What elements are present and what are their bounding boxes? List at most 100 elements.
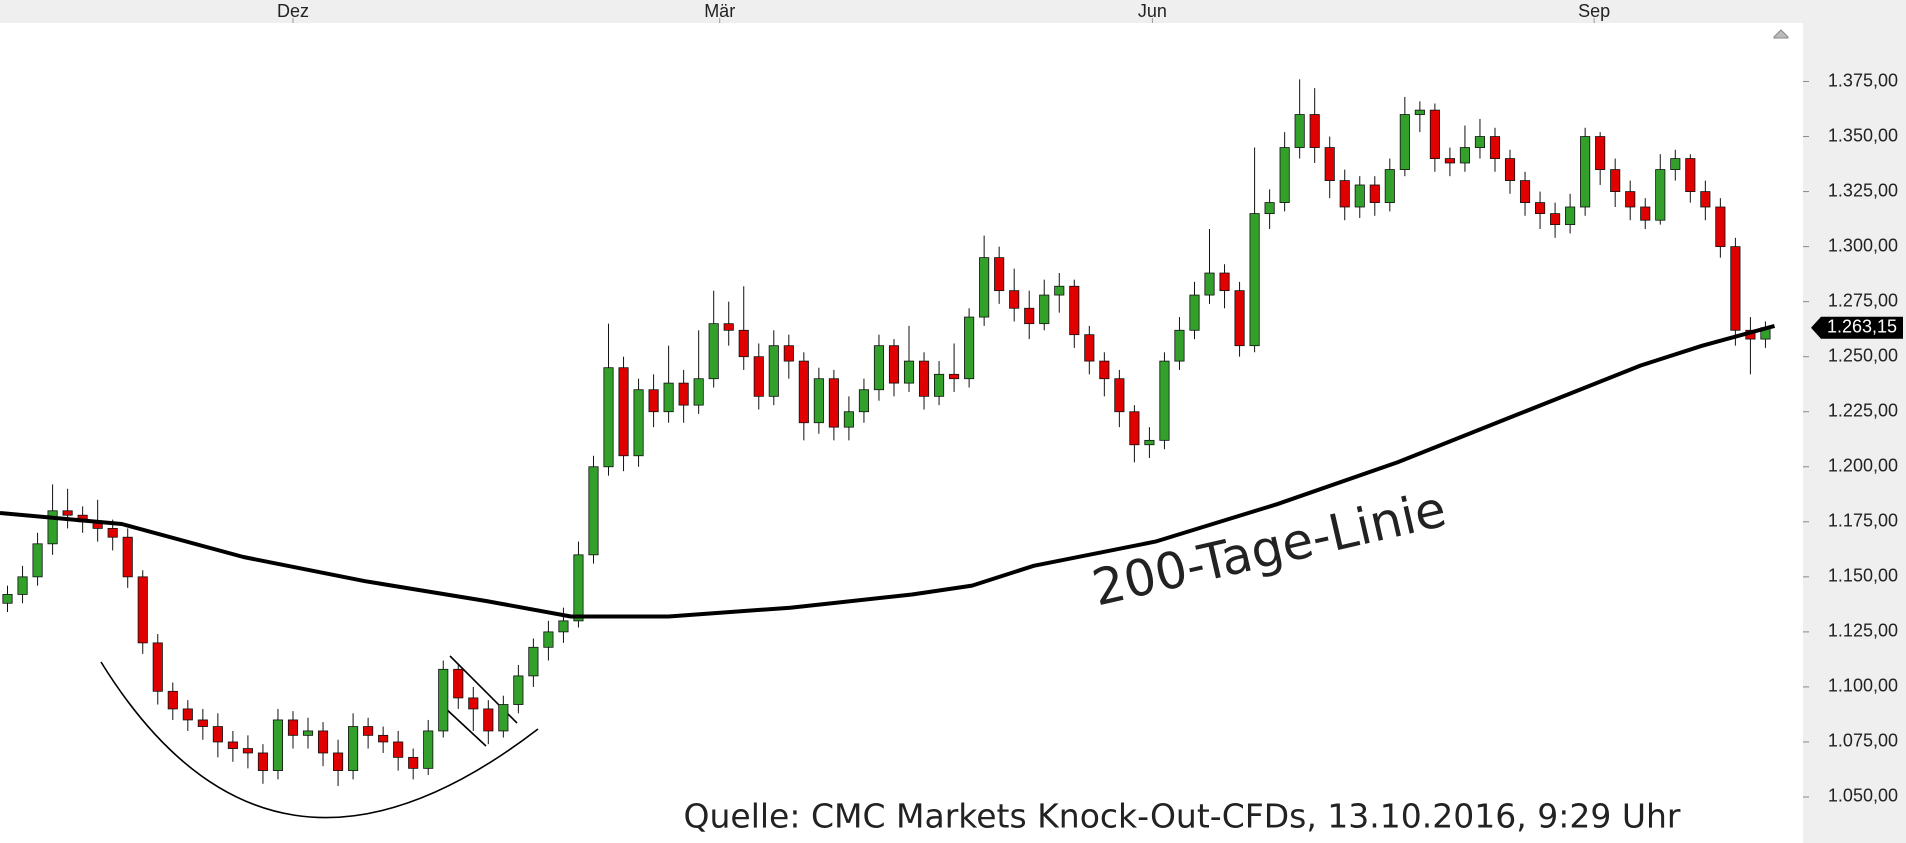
y-tick-label: 1.100,00 (1828, 676, 1898, 696)
candle-body (182, 708, 193, 721)
candle-body (843, 411, 854, 428)
candle-body (62, 510, 73, 516)
candle-body (227, 741, 238, 749)
candle-body (287, 719, 299, 736)
candle-body (1504, 158, 1516, 181)
candle-body (1429, 109, 1440, 159)
candle-body (1144, 439, 1155, 446)
candle-body (648, 389, 659, 413)
candle-body (1580, 136, 1591, 208)
time-axis-bar (0, 0, 1803, 23)
candle-body (483, 708, 494, 732)
candle-body (1474, 136, 1486, 148)
candle-body (1099, 360, 1110, 380)
home-icon[interactable] (1773, 29, 1789, 39)
candle-body (1129, 411, 1140, 446)
candle-body (588, 466, 599, 556)
candle-body (498, 704, 509, 732)
candle-body (348, 726, 359, 771)
candle-body (663, 382, 674, 413)
candle-body (543, 631, 554, 648)
candle-body (618, 367, 629, 457)
last-price-label: 1.263,15 (1827, 316, 1897, 336)
candle-body (753, 356, 764, 397)
candle-body (858, 389, 869, 413)
candle-body (1399, 114, 1410, 170)
candle-body (964, 316, 975, 380)
candle-body (17, 576, 28, 595)
candle-body (1219, 272, 1230, 292)
candle-body (1715, 206, 1726, 248)
candle-body (1039, 294, 1050, 325)
y-tick-label: 1.175,00 (1828, 511, 1898, 531)
candle-body (903, 360, 915, 384)
x-tick-label: Sep (1578, 1, 1610, 21)
candle-body (633, 389, 644, 457)
candle-body (257, 752, 268, 771)
y-tick-label: 1.200,00 (1828, 456, 1898, 476)
candle-body (1459, 147, 1470, 164)
candle-body (197, 719, 208, 727)
candle-body (783, 345, 794, 362)
source-note: Quelle: CMC Markets Knock-Out-CFDs, 13.1… (684, 797, 1681, 836)
x-tick-label: Mär (704, 1, 735, 21)
candle-body (573, 554, 584, 622)
candle-body (1159, 360, 1170, 441)
candle-body (1640, 206, 1651, 221)
candle-body (813, 378, 824, 424)
candle-body (152, 642, 163, 692)
candle-body (438, 668, 449, 732)
candle-body (678, 382, 689, 406)
y-tick-label: 1.250,00 (1828, 345, 1898, 365)
candle-body (393, 741, 404, 758)
candle-body (1595, 136, 1606, 170)
candle-body (47, 510, 58, 545)
candle-body (918, 360, 930, 397)
candle-body (1550, 213, 1561, 226)
candle-body (408, 756, 419, 769)
candle-body (1354, 184, 1365, 208)
candle-body (979, 257, 990, 318)
candle-body (1324, 147, 1335, 181)
candle-body (1264, 202, 1275, 215)
x-tick-label: Dez (277, 1, 309, 21)
y-tick-label: 1.350,00 (1828, 125, 1898, 145)
y-tick-label: 1.075,00 (1828, 731, 1898, 751)
candle-body (1519, 180, 1531, 203)
candle-body (167, 690, 178, 710)
y-tick-label: 1.225,00 (1828, 400, 1898, 420)
candle-body (1009, 290, 1020, 309)
x-tick-label: Jun (1138, 1, 1167, 21)
candle-body (558, 620, 569, 633)
candle-body (949, 373, 960, 380)
candle-body (1339, 180, 1350, 208)
channel-line (443, 706, 487, 747)
candle-body (1730, 246, 1741, 331)
y-tick-label: 1.300,00 (1828, 235, 1898, 255)
cup-curve (100, 661, 539, 819)
candle-body (1369, 184, 1380, 203)
candle-body (768, 345, 779, 397)
candle-body (1174, 329, 1185, 362)
candle-body (513, 675, 524, 705)
candle-body (1234, 290, 1245, 347)
candle-body (1069, 285, 1080, 336)
candle-body (32, 543, 43, 578)
candle-body (1535, 202, 1546, 215)
candle-body (2, 594, 13, 604)
candle-body (1084, 334, 1095, 362)
candle-body (1204, 272, 1215, 296)
candle-body (1685, 158, 1696, 192)
candle-body (738, 329, 749, 358)
candle-body (317, 730, 329, 754)
candle-body (1054, 285, 1065, 296)
candle-body (107, 528, 118, 538)
candle-body (1279, 147, 1290, 203)
candle-body (423, 730, 434, 769)
candle-body (603, 367, 614, 468)
candle-body (378, 734, 389, 743)
candle-body (122, 536, 133, 578)
candle-body (888, 345, 900, 384)
